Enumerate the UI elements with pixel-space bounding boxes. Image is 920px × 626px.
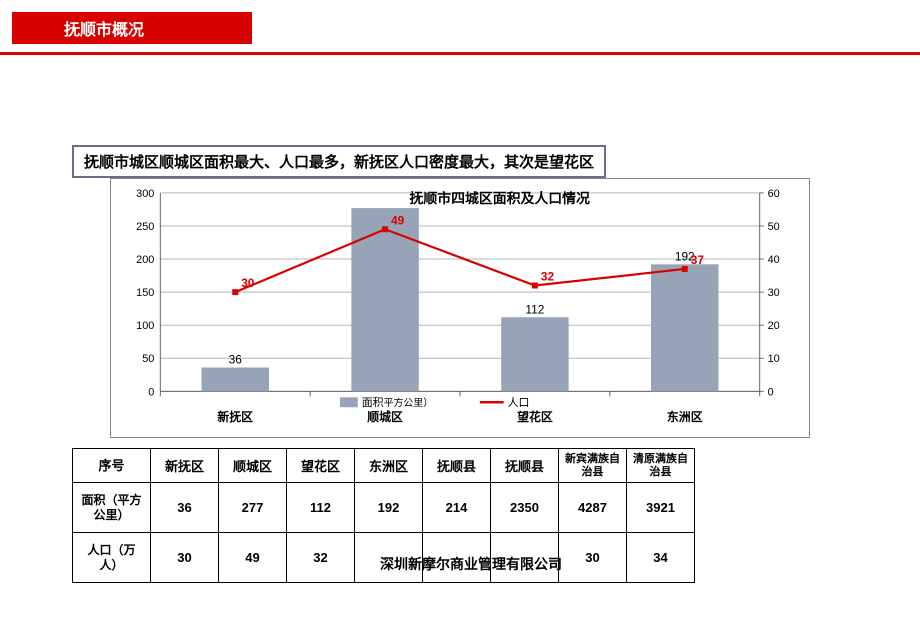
svg-text:顺城区: 顺城区 — [367, 410, 403, 424]
bar — [351, 208, 418, 391]
svg-text:0: 0 — [768, 386, 774, 398]
table-row: 面积（平方公里）36277112192214235042873921 — [73, 483, 695, 533]
subtitle-text: 抚顺市城区顺城区面积最大、人口最多，新抚区人口密度最大，其次是望花区 — [84, 154, 594, 171]
title-underline — [0, 52, 920, 55]
svg-text:112: 112 — [525, 302, 544, 316]
svg-text:50: 50 — [142, 353, 154, 365]
table-cell: 32 — [287, 533, 355, 583]
svg-text:面积: 面积 — [362, 396, 384, 409]
table-cell: 112 — [287, 483, 355, 533]
svg-text:平方公里）: 平方公里） — [384, 396, 434, 409]
svg-text:望花区: 望花区 — [517, 410, 553, 424]
table-cell: 49 — [219, 533, 287, 583]
svg-text:10: 10 — [768, 353, 780, 365]
svg-text:0: 0 — [148, 386, 154, 398]
svg-text:东洲区: 东洲区 — [667, 410, 703, 424]
svg-text:30: 30 — [768, 287, 780, 299]
chart-container: 0501001502002503000102030405060361121923… — [110, 178, 810, 438]
svg-text:20: 20 — [768, 320, 780, 332]
page-title: 抚顺市概况 — [64, 16, 144, 40]
title-bar: 抚顺市概况 — [12, 12, 252, 44]
table-cell: 2350 — [491, 483, 559, 533]
combo-chart: 0501001502002503000102030405060361121923… — [111, 179, 809, 437]
table-header-cell: 清原满族自治县 — [627, 449, 695, 483]
table-cell: 192 — [355, 483, 423, 533]
table-header-cell: 抚顺县 — [491, 449, 559, 483]
svg-text:30: 30 — [241, 276, 255, 290]
svg-text:100: 100 — [136, 320, 154, 332]
svg-text:人口: 人口 — [508, 396, 530, 409]
table-header-cell: 序号 — [73, 449, 151, 483]
table-header-row: 序号新抚区顺城区望花区东洲区抚顺县抚顺县新宾满族自治县清原满族自治县 — [73, 449, 695, 483]
table-cell: 30 — [151, 533, 219, 583]
bar — [202, 368, 269, 392]
table-cell: 214 — [423, 483, 491, 533]
bar — [501, 317, 568, 391]
svg-text:49: 49 — [391, 213, 405, 227]
svg-text:新抚区: 新抚区 — [217, 410, 253, 424]
table-header-cell: 望花区 — [287, 449, 355, 483]
table-cell: 277 — [219, 483, 287, 533]
table-header-cell: 新宾满族自治县 — [559, 449, 627, 483]
table-header-cell: 东洲区 — [355, 449, 423, 483]
svg-text:50: 50 — [768, 221, 780, 233]
svg-text:36: 36 — [229, 353, 243, 367]
svg-text:200: 200 — [136, 254, 154, 266]
table-row-header: 人口（万人） — [73, 533, 151, 583]
svg-text:抚顺市四城区面积及人口情况: 抚顺市四城区面积及人口情况 — [409, 190, 590, 206]
svg-text:40: 40 — [768, 254, 780, 266]
table-header-cell: 抚顺县 — [423, 449, 491, 483]
table-header-cell: 顺城区 — [219, 449, 287, 483]
svg-text:150: 150 — [136, 287, 154, 299]
footer-company: 深圳新摩尔商业管理有限公司 — [380, 554, 562, 574]
table-cell: 34 — [627, 533, 695, 583]
bar — [651, 264, 718, 391]
line-series — [235, 229, 685, 292]
svg-text:60: 60 — [768, 188, 780, 200]
table-row-header: 面积（平方公里） — [73, 483, 151, 533]
table-cell: 3921 — [627, 483, 695, 533]
svg-text:37: 37 — [691, 253, 705, 267]
svg-text:32: 32 — [541, 270, 555, 284]
table-cell: 4287 — [559, 483, 627, 533]
subtitle-box: 抚顺市城区顺城区面积最大、人口最多，新抚区人口密度最大，其次是望花区 — [72, 145, 606, 178]
table-cell: 36 — [151, 483, 219, 533]
table-cell: 30 — [559, 533, 627, 583]
svg-text:300: 300 — [136, 188, 154, 200]
table-header-cell: 新抚区 — [151, 449, 219, 483]
svg-text:250: 250 — [136, 221, 154, 233]
